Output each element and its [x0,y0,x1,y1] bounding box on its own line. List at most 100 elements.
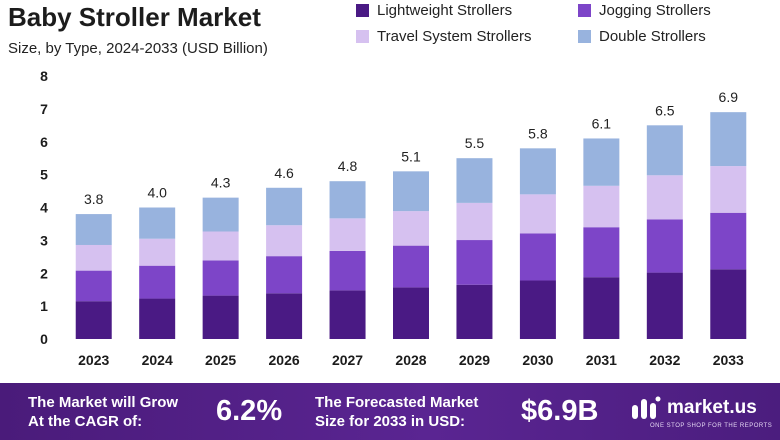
forecast-value: $6.9B [521,395,599,427]
bar-segment-lightweight-strollers [329,290,366,339]
cagr-label: The Market will Grow At the CAGR of: [28,393,178,431]
brand-logo: market.us [631,395,757,421]
bar-segment-double-strollers [393,171,429,212]
x-tick-label: 2024 [142,352,173,368]
cagr-value: 6.2% [216,395,283,427]
cagr-label-line-1: The Market will Grow [28,394,179,411]
bar-segment-travel-system-strollers [266,225,303,257]
bar-total-label: 5.8 [528,125,548,141]
cagr-label-line-2: At the CAGR of: [28,413,143,430]
bar-segment-jogging-strollers [646,219,683,273]
brand-name: market.us [667,397,757,418]
x-tick-label: 2030 [522,352,553,368]
legend-item-double: Double Strollers [578,28,776,45]
forecast-label-line-1: The Forecasted Market [315,394,479,411]
legend-label-double: Double Strollers [599,28,706,45]
bar-segment-lightweight-strollers [583,277,620,339]
bar-segment-double-strollers [266,187,303,226]
bar-segment-travel-system-strollers [139,238,176,266]
x-tick-label: 2031 [586,352,617,368]
bar-segment-travel-system-strollers [456,202,493,241]
y-tick-label: 3 [40,232,48,248]
bar-total-label: 5.1 [401,148,421,164]
bar-segment-double-strollers [519,148,556,195]
bar-segment-double-strollers [202,197,239,232]
legend-label-lightweight: Lightweight Strollers [377,2,513,19]
bar-total-label: 5.5 [465,135,485,151]
footer-banner: The Market will Grow At the CAGR of: 6.2… [0,383,780,440]
bar-segment-lightweight-strollers [202,295,239,339]
bar-segment-lightweight-strollers [75,301,112,339]
bar-total-label: 4.0 [147,185,167,201]
bar-total-label: 6.9 [719,89,739,105]
bar-segment-lightweight-strollers [393,287,429,339]
forecast-label-line-2: Size for 2033 in USD: [315,413,466,430]
y-tick-label: 8 [40,68,48,84]
bar-segment-lightweight-strollers [266,293,303,339]
bar-segment-jogging-strollers [519,233,556,281]
x-tick-label: 2032 [649,352,680,368]
bar-total-label: 4.6 [274,165,294,181]
bar-segment-travel-system-strollers [519,194,556,234]
x-tick-label: 2023 [78,352,109,368]
forecast-label: The Forecasted Market Size for 2033 in U… [315,393,478,431]
legend-label-travel: Travel System Strollers [377,28,532,45]
chart-subtitle: Size, by Type, 2024-2033 (USD Billion) [8,40,268,57]
y-tick-label: 0 [40,331,48,347]
bar-total-label: 6.1 [592,115,612,131]
stacked-bar-chart: 0 1 2 3 4 5 6 7 8 3.8 2023 4.0 2024 4.3 2025 4.6 2026 4.8… [40,68,747,368]
bar-segment-double-strollers [75,214,112,245]
bar-segment-lightweight-strollers [456,284,493,339]
bar-total-label: 4.3 [211,175,231,191]
bar-segment-jogging-strollers [583,227,620,278]
bar-segment-jogging-strollers [456,240,493,285]
legend-swatch-lightweight [356,4,369,17]
bar-segment-jogging-strollers [266,256,303,294]
x-tick-label: 2028 [395,352,426,368]
bar-segment-lightweight-strollers [646,272,683,339]
bar-segment-travel-system-strollers [583,185,620,228]
bar-segment-travel-system-strollers [75,244,112,271]
bar-segment-jogging-strollers [202,260,239,296]
legend-item-lightweight: Lightweight Strollers [356,2,578,19]
legend-item-travel: Travel System Strollers [356,28,578,45]
x-tick-label: 2029 [459,352,490,368]
y-tick-label: 4 [40,200,48,216]
bar-total-label: 4.8 [338,158,358,174]
bar-segment-jogging-strollers [393,245,429,288]
legend-swatch-double [578,30,591,43]
legend-swatch-jogging [578,4,591,17]
y-tick-label: 2 [40,265,48,281]
bar-total-label: 3.8 [84,191,104,207]
bar-segment-lightweight-strollers [710,269,747,339]
market-us-logo-icon [632,396,661,419]
legend: Lightweight Strollers Jogging Strollers … [356,2,776,45]
legend-label-jogging: Jogging Strollers [599,2,711,19]
bar-segment-double-strollers [139,207,176,239]
x-tick-label: 2025 [205,352,236,368]
legend-item-jogging: Jogging Strollers [578,2,776,19]
bar-segment-double-strollers [583,138,620,186]
x-tick-label: 2027 [332,352,363,368]
bar-segment-travel-system-strollers [646,175,683,220]
y-tick-label: 5 [40,167,48,183]
bar-segment-double-strollers [456,158,493,203]
bar-segment-lightweight-strollers [519,280,556,339]
bar-segment-travel-system-strollers [329,218,366,251]
bar-segment-travel-system-strollers [393,211,429,246]
bar-segment-jogging-strollers [329,250,366,291]
bar-segment-jogging-strollers [710,212,747,270]
bar-segment-jogging-strollers [139,265,176,299]
y-tick-label: 6 [40,134,48,150]
x-tick-label: 2026 [269,352,300,368]
legend-swatch-travel [356,30,369,43]
bar-segment-travel-system-strollers [202,231,239,261]
bar-segment-double-strollers [710,112,747,167]
chart-title: Baby Stroller Market [8,2,261,32]
bar-segment-double-strollers [329,181,366,219]
bar-total-label: 6.5 [655,102,675,118]
x-tick-label: 2033 [713,352,744,368]
y-tick-label: 7 [40,101,48,117]
bar-segment-travel-system-strollers [710,166,747,213]
bar-segment-jogging-strollers [75,270,112,302]
